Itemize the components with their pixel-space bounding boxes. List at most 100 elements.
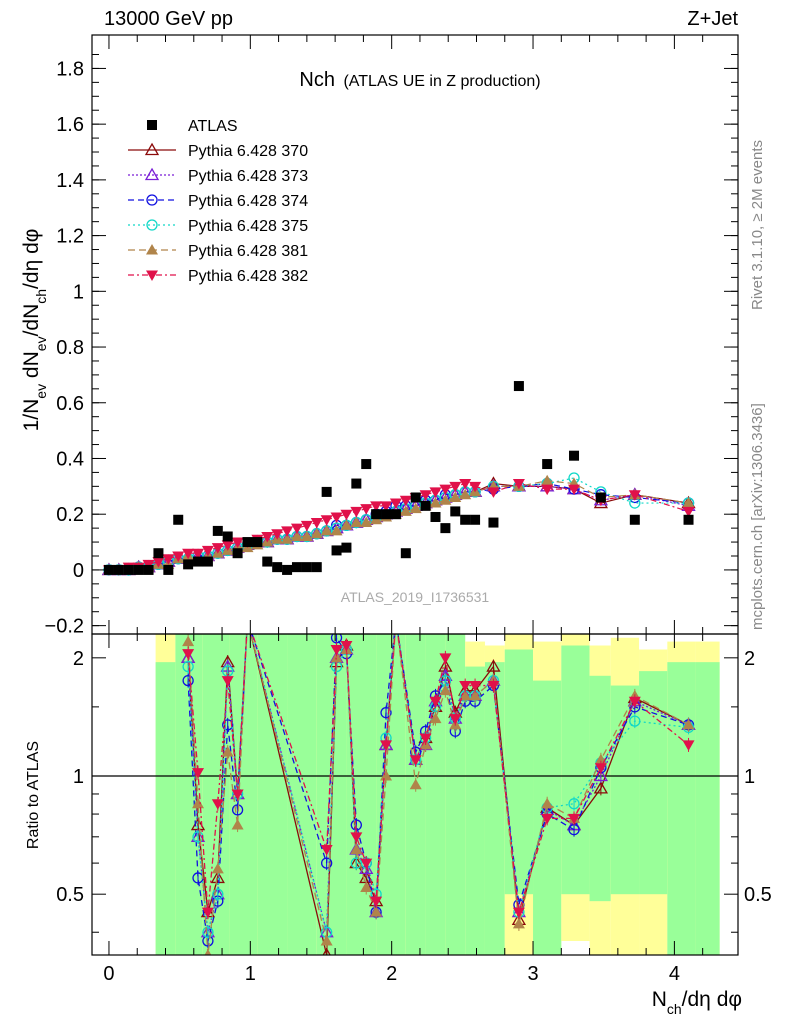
atlas-data-point — [153, 548, 164, 559]
band-green — [465, 666, 485, 955]
x-tick-label: 1 — [245, 963, 256, 985]
main-point — [320, 524, 333, 536]
atlas-data-point — [272, 562, 283, 573]
legend-marker — [146, 219, 158, 231]
header-left: 13000 GeV pp — [104, 8, 233, 30]
ratio-point — [210, 870, 225, 884]
main-point — [320, 515, 333, 526]
ratio-point — [242, 615, 252, 625]
band-green — [667, 662, 696, 955]
main-point — [152, 557, 165, 568]
atlas-data-point — [331, 545, 342, 556]
ratio-point — [211, 799, 224, 810]
ratio-point — [409, 778, 422, 790]
atlas-data-point — [420, 500, 431, 511]
atlas-data-point — [470, 514, 481, 525]
band-green — [695, 662, 720, 955]
y-tick-label: 0.8 — [56, 337, 84, 359]
atlas-data-point — [569, 450, 580, 461]
atlas-data-point — [143, 564, 154, 575]
atlas-data-point — [232, 548, 243, 559]
atlas-data-point — [488, 517, 499, 528]
ratio-point — [380, 707, 392, 719]
ratio-tick-label: 2 — [744, 648, 755, 670]
band-green — [639, 671, 668, 895]
atlas-data-point — [133, 564, 144, 575]
atlas-data-point — [371, 509, 382, 520]
band-green — [425, 634, 446, 955]
y-tick-label: 1 — [73, 281, 84, 303]
ratio-point — [321, 857, 333, 869]
main-point — [487, 487, 500, 498]
ratio-point — [682, 740, 695, 751]
main-point — [172, 551, 185, 562]
ratio-point — [222, 719, 234, 731]
main-point — [360, 516, 373, 528]
main-point — [469, 481, 482, 493]
atlas-data-point — [390, 509, 401, 520]
atlas-data-point — [193, 556, 204, 567]
axes: 0 1 2 3 4 −0.2 0 0.2 0.4 0.6 0.8 1 1.2 1.4 1.6 1.8 0.5 0.… — [45, 34, 772, 985]
ratio-point — [241, 614, 253, 625]
legend-marker — [146, 244, 158, 255]
ratio-point — [512, 917, 525, 929]
ratio-point — [439, 653, 452, 664]
ratio-point — [242, 615, 252, 625]
ratio-point — [380, 740, 393, 751]
main-point — [290, 523, 303, 535]
legend-marker — [146, 194, 158, 206]
y-tick-label: 0.4 — [56, 448, 84, 470]
legend-label: Pythia 6.428 373 — [188, 168, 308, 185]
ratio-point — [231, 789, 244, 800]
ratio-tick-label: 2 — [73, 648, 84, 670]
ratio-point — [221, 746, 234, 757]
ratio-point — [330, 645, 343, 656]
x-tick-label: 3 — [527, 963, 538, 985]
ratio-point — [320, 844, 333, 856]
main-point — [541, 484, 554, 496]
ratio-point — [202, 926, 214, 938]
ratio-point — [628, 696, 641, 708]
main-point — [330, 524, 343, 536]
ratio-point — [241, 615, 253, 626]
ratio-point — [409, 755, 422, 766]
main-point — [429, 487, 442, 498]
main-ylabel: 1/Nev dNev/dNch/dη dφ — [20, 229, 49, 432]
atlas-data-point — [440, 523, 451, 534]
ratio-point — [459, 681, 472, 692]
legend-marker — [144, 142, 160, 156]
main-point — [380, 501, 393, 512]
band-green — [257, 634, 288, 955]
ratio-point — [682, 718, 695, 730]
main-point — [330, 512, 343, 523]
rivet-label: Rivet 3.1.10, ≥ 2M events — [749, 140, 766, 310]
main-point — [300, 520, 313, 532]
atlas-data-point — [291, 562, 302, 573]
main-point — [419, 490, 432, 501]
chart-title-sub: (ATLAS UE in Z production) — [343, 73, 540, 90]
legend: ATLAS Pythia 6.428 370 Pythia 6.428 373 Pyt… — [128, 118, 308, 285]
ratio-point — [182, 660, 194, 673]
main-point — [350, 516, 363, 528]
band-green — [405, 634, 426, 955]
ratio-point — [360, 858, 373, 870]
ratio-point — [439, 684, 452, 696]
main-point — [682, 497, 695, 508]
atlas-data-point — [311, 562, 322, 573]
y-tick-label: 1.6 — [56, 114, 84, 136]
ratio-tick-label: 1 — [744, 766, 755, 788]
ratio-point — [593, 781, 609, 794]
ratio-point — [204, 949, 212, 955]
ratio-point — [370, 896, 383, 908]
main-point — [281, 533, 294, 544]
ratio-point — [192, 768, 205, 779]
ratio-point — [594, 763, 607, 774]
ratio-point — [231, 804, 244, 816]
x-tick-label: 4 — [669, 963, 680, 985]
main-point — [310, 518, 323, 529]
atlas-data-point — [173, 514, 184, 525]
main-point — [399, 495, 412, 507]
ratio-point — [568, 813, 581, 825]
main-series — [101, 381, 696, 576]
